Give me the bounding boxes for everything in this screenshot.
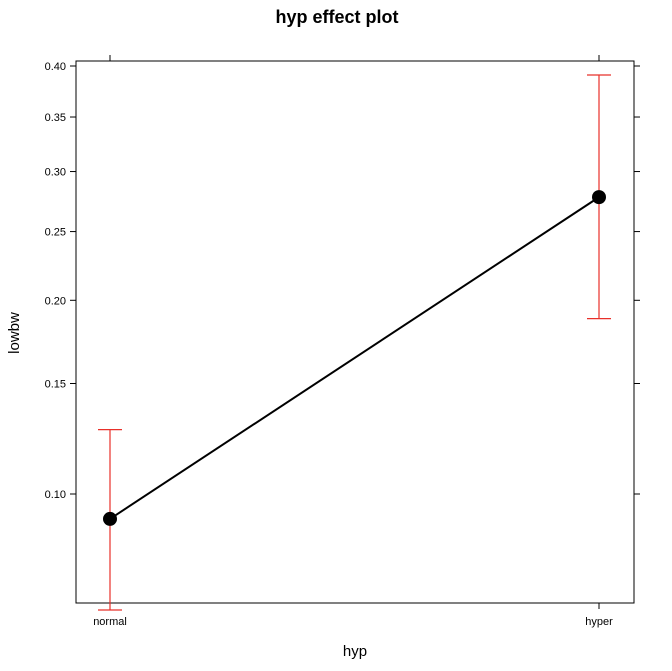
y-tick-label: 0.35 xyxy=(45,112,66,124)
y-tick-label: 0.10 xyxy=(45,489,66,501)
y-tick-label: 0.30 xyxy=(45,167,66,179)
y-axis-label: lowbw xyxy=(6,312,23,354)
plot-frame xyxy=(75,60,635,604)
chart-title: hyp effect plot xyxy=(275,7,398,27)
x-tick-label: hyper xyxy=(585,616,613,628)
plot-marks xyxy=(98,74,611,611)
data-point-normal xyxy=(103,511,117,526)
x-axis: normal hyper xyxy=(93,55,613,628)
x-axis-label: hyp xyxy=(343,643,367,660)
y-tick-label: 0.15 xyxy=(45,378,66,390)
effect-line xyxy=(109,196,600,520)
y-tick-label: 0.40 xyxy=(45,61,66,73)
y-tick-label: 0.25 xyxy=(45,227,66,239)
y-axis: 0.10 0.15 0.20 0.25 0.30 0.35 0.40 xyxy=(45,61,640,501)
y-tick-label: 0.20 xyxy=(45,295,66,307)
x-tick-label: normal xyxy=(93,616,127,628)
data-point-hyper xyxy=(592,190,606,205)
